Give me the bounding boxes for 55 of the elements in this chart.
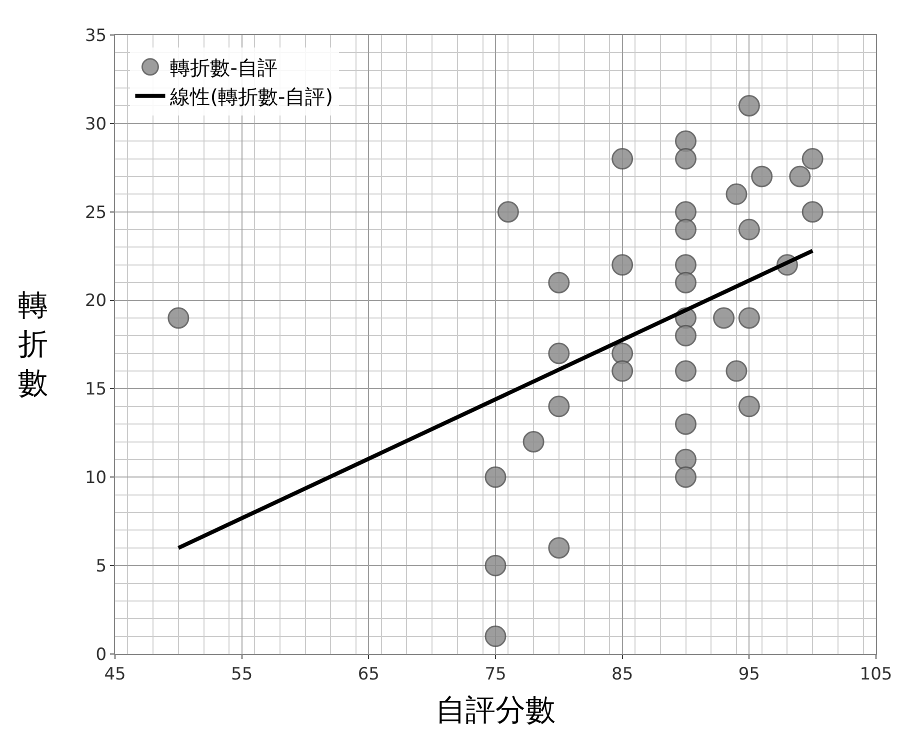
point bbox=[484, 626, 506, 648]
x-tick-label: 95 bbox=[738, 664, 760, 684]
legend-label: 線性(轉折數-自評) bbox=[169, 84, 334, 109]
point bbox=[675, 148, 696, 170]
point bbox=[548, 272, 570, 294]
point bbox=[713, 307, 735, 329]
x-tick-label: 75 bbox=[484, 664, 506, 684]
point bbox=[675, 324, 696, 346]
point bbox=[548, 537, 570, 559]
y-tick-label: 25 bbox=[84, 202, 107, 223]
point bbox=[675, 130, 696, 152]
point bbox=[675, 466, 696, 488]
point bbox=[612, 342, 634, 364]
point bbox=[738, 307, 760, 329]
x-tick-label: 105 bbox=[860, 664, 892, 684]
point bbox=[675, 413, 696, 435]
point bbox=[548, 396, 570, 418]
y-tick-label: 35 bbox=[84, 26, 107, 46]
point bbox=[522, 431, 544, 453]
point bbox=[612, 148, 634, 170]
point bbox=[548, 342, 570, 364]
point bbox=[802, 201, 824, 223]
point bbox=[751, 166, 773, 188]
y-axis-title: 轉折數 bbox=[18, 288, 48, 401]
point bbox=[675, 360, 696, 382]
point bbox=[675, 201, 696, 223]
y-tick-label: 0 bbox=[96, 644, 107, 665]
legend-label: 轉折數-自評 bbox=[170, 56, 278, 80]
point bbox=[738, 94, 760, 116]
point bbox=[497, 201, 519, 223]
point bbox=[168, 307, 190, 329]
point bbox=[675, 448, 696, 470]
point bbox=[726, 360, 748, 382]
point bbox=[738, 218, 760, 240]
point bbox=[612, 254, 634, 276]
y-tick-label: 5 bbox=[96, 556, 107, 577]
x-tick-label: 65 bbox=[358, 664, 380, 684]
point bbox=[484, 466, 506, 488]
point bbox=[675, 272, 696, 294]
point bbox=[726, 183, 748, 205]
point bbox=[484, 554, 506, 576]
point bbox=[789, 166, 811, 188]
point bbox=[675, 254, 696, 276]
point bbox=[675, 218, 696, 240]
y-tick-label: 30 bbox=[84, 114, 107, 134]
x-tick-label: 55 bbox=[231, 664, 253, 684]
x-tick-label: 45 bbox=[104, 664, 126, 684]
point bbox=[802, 148, 824, 170]
y-tick-label: 10 bbox=[84, 468, 107, 488]
y-tick-label: 15 bbox=[84, 380, 107, 400]
point bbox=[612, 360, 634, 382]
x-axis-title: 自評分數 bbox=[436, 692, 556, 728]
y-tick-label: 20 bbox=[84, 291, 107, 312]
x-tick-label: 85 bbox=[612, 664, 634, 684]
point bbox=[738, 396, 760, 418]
